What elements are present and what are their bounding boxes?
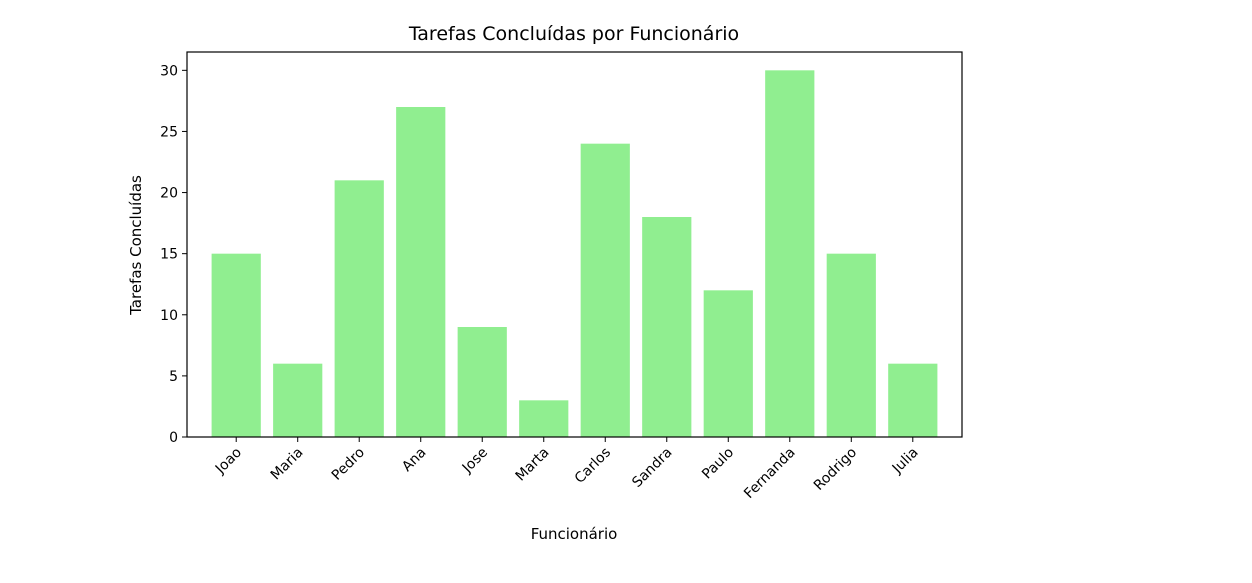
bar-sandra <box>642 217 692 437</box>
x-tick-label: Paulo <box>699 445 737 483</box>
x-tick-label: Sandra <box>629 445 675 491</box>
x-tick-label: Ana <box>399 445 429 475</box>
y-tick-label: 15 <box>160 247 178 263</box>
bar-julia <box>888 363 938 437</box>
x-axis-ticks: Joao Maria Pedro Ana Jose Marta Carlos Sandra Pa… <box>212 437 922 502</box>
x-tick-label: Rodrigo <box>811 445 860 494</box>
y-tick-label: 5 <box>169 369 178 385</box>
bar-joao <box>211 253 261 437</box>
x-tick-label: Julia <box>889 445 922 478</box>
plot-frame <box>186 51 963 438</box>
bar-jose <box>457 327 507 437</box>
chart-title: Tarefas Concluídas por Funcionário <box>408 23 739 45</box>
y-tick-label: 30 <box>160 63 178 79</box>
x-tick-label: Pedro <box>329 445 368 484</box>
x-tick-label: Carlos <box>572 445 614 487</box>
bar-fernanda <box>765 70 815 437</box>
y-tick-label: 0 <box>169 430 178 446</box>
bars-group <box>211 70 938 438</box>
bar-pedro <box>334 180 384 437</box>
x-tick-label: Maria <box>268 445 307 484</box>
bar-paulo <box>703 290 753 437</box>
x-tick-label: Jose <box>459 445 491 477</box>
x-tick-label: Fernanda <box>741 445 798 502</box>
y-tick-label: 20 <box>160 186 178 202</box>
y-tick-label: 10 <box>160 308 178 324</box>
bar-carlos <box>580 143 630 438</box>
bar-ana <box>396 107 446 437</box>
y-axis-title: Tarefas Concluídas <box>127 175 145 316</box>
bar-marta <box>519 400 569 437</box>
bar-maria <box>273 363 323 437</box>
x-axis-title: Funcionário <box>531 525 618 543</box>
x-tick-label: Marta <box>513 445 553 485</box>
y-tick-label: 25 <box>160 124 178 140</box>
x-tick-label: Joao <box>212 445 245 478</box>
y-axis-ticks: 0 5 10 15 20 25 30 <box>160 63 187 446</box>
bar-rodrigo <box>826 253 876 437</box>
